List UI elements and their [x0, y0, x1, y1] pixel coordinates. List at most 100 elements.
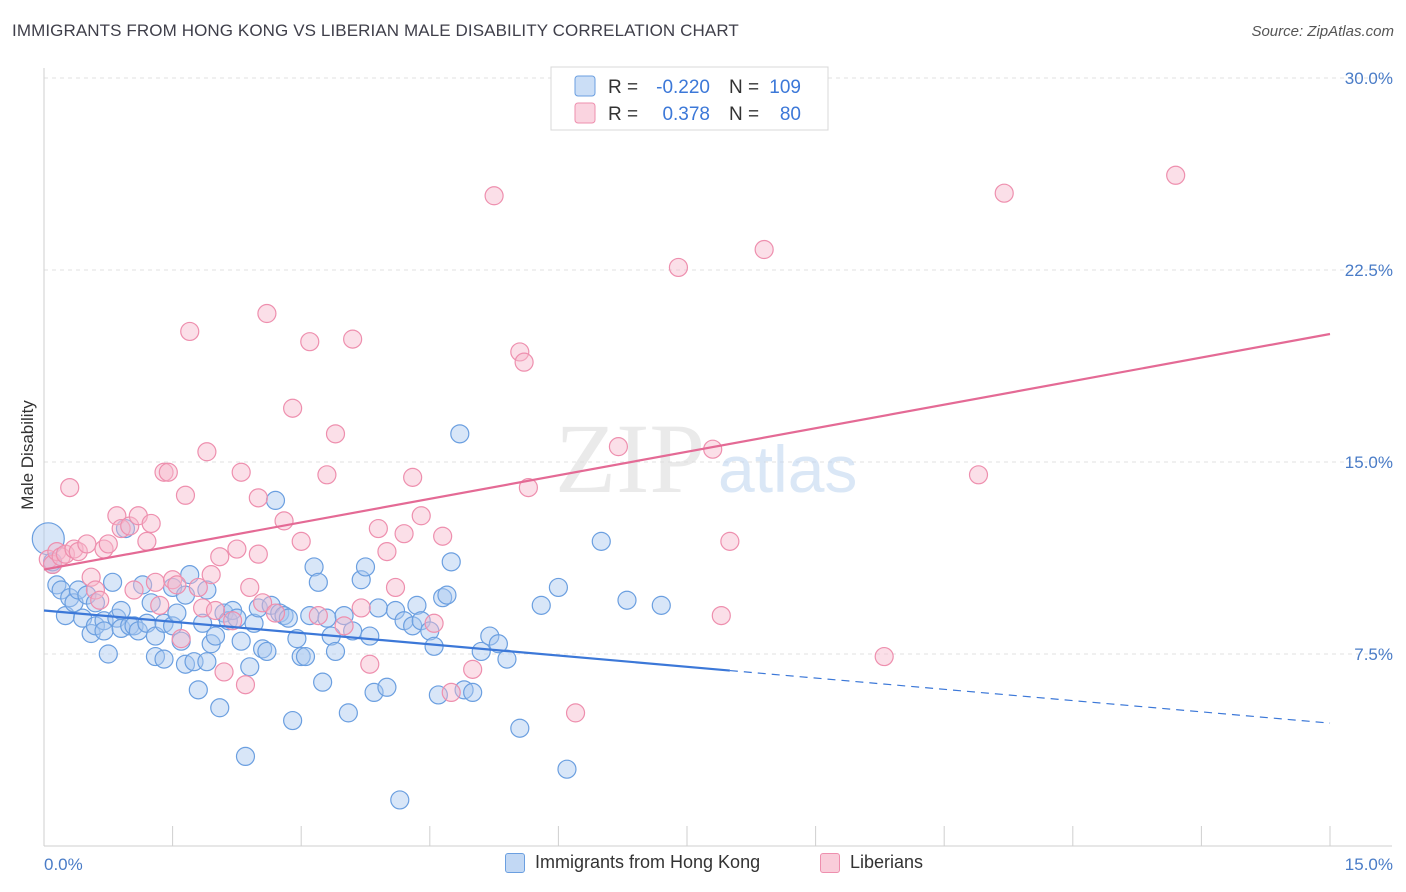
hong-kong-point-94: [450, 424, 470, 444]
hong-kong-point-62: [283, 710, 303, 731]
liberians-point-8: [77, 534, 97, 554]
liberians-point-72: [565, 703, 586, 723]
liberians-point-68: [484, 186, 504, 206]
hong-kong-point-61: [278, 608, 298, 628]
hong-kong-point-67: [304, 557, 324, 577]
hong-kong-point-45: [210, 698, 230, 718]
liberians-point-37: [223, 611, 243, 631]
liberians-point-17: [124, 580, 144, 600]
liberians-point-54: [334, 616, 354, 636]
y-tick-label-1: 15.0%: [1345, 453, 1393, 472]
hong-kong-point-51: [235, 746, 256, 767]
liberians-point-33: [201, 565, 221, 585]
gridlines: [44, 77, 1392, 655]
legend-box: R = -0.220 N = 109 R = 0.378 N = 80: [550, 66, 829, 131]
liberians-point-62: [403, 467, 423, 487]
hong-kong-point-78: [360, 626, 380, 646]
legend-n-value-1: 109: [769, 77, 801, 98]
liberians-point-13: [98, 534, 118, 554]
liberians-point-55: [343, 329, 363, 349]
trend-line-hong-kong: [43, 609, 730, 672]
legend-r-label-2: R =: [608, 104, 638, 125]
bottom-legend-item-liberians: Liberians: [820, 852, 923, 873]
liberians-point-19: [137, 531, 157, 551]
hong-kong-point-77: [355, 557, 376, 577]
hong-kong-point-105: [591, 531, 611, 551]
legend-swatch-blue: [574, 75, 596, 97]
liberians-point-79: [874, 646, 894, 667]
hong-kong-point-76: [351, 570, 371, 590]
hong-kong-point-80: [368, 598, 388, 618]
liberians-point-11: [90, 590, 110, 610]
watermark: ZIP atlas: [555, 403, 857, 514]
hong-kong-point-64: [291, 646, 311, 667]
legend-r-label-1: R =: [608, 77, 638, 98]
liberians-point-77: [720, 531, 740, 551]
hong-kong-point-19: [111, 600, 131, 621]
liberians-point-82: [1166, 165, 1186, 185]
liberians-point-67: [463, 659, 483, 679]
liberians-point-69: [510, 342, 530, 362]
liberians-point-81: [994, 183, 1014, 203]
hong-kong-point-72: [325, 641, 346, 662]
liberians-point-42: [248, 488, 268, 508]
series-liberians-points: [38, 165, 1186, 723]
liberians-point-53: [325, 424, 346, 444]
bottom-legend-label-liberians: Liberians: [850, 852, 924, 872]
liberians-point-39: [231, 462, 251, 482]
hong-kong-point-16: [102, 572, 123, 592]
liberians-point-56: [351, 598, 371, 618]
liberians-point-44: [253, 593, 273, 613]
hong-kong-point-41: [197, 652, 217, 672]
liberians-point-30: [188, 577, 208, 598]
liberians-point-49: [291, 531, 311, 551]
liberians-point-59: [377, 541, 397, 562]
liberians-point-74: [668, 257, 689, 278]
liberians-point-64: [424, 613, 444, 633]
bottom-legend-swatch-blue: [505, 852, 525, 873]
liberians-point-66: [441, 682, 461, 703]
hong-kong-point-56: [257, 641, 277, 662]
trend-lines: [43, 332, 1331, 724]
hong-kong-point-97: [471, 641, 491, 662]
liberians-point-35: [210, 547, 230, 567]
liberians-point-51: [308, 605, 328, 626]
hong-kong-point-83: [390, 790, 410, 810]
liberians-point-24: [158, 462, 178, 482]
axes: [43, 68, 1392, 847]
hong-kong-point-81: [377, 677, 397, 697]
hong-kong-point-30: [154, 649, 174, 669]
chart-title: IMMIGRANTS FROM HONG KONG VS LIBERIAN MA…: [12, 21, 739, 40]
liberians-point-70: [514, 352, 534, 372]
liberians-point-41: [240, 577, 260, 598]
bottom-legend-swatch-pink: [820, 852, 840, 873]
liberians-point-36: [214, 662, 234, 682]
hong-kong-point-89: [424, 636, 444, 656]
hong-kong-point-69: [313, 672, 333, 692]
liberians-point-76: [711, 605, 731, 626]
hong-kong-point-50: [231, 631, 251, 651]
liberians-point-50: [300, 332, 320, 352]
legend-r-value-1: -0.220: [656, 77, 710, 98]
liberians-point-32: [197, 442, 217, 462]
liberians-point-40: [235, 675, 256, 695]
hong-kong-point-93: [441, 552, 461, 572]
hong-kong-point-52: [240, 657, 260, 677]
liberians-point-60: [385, 577, 406, 598]
liberians-point-78: [754, 239, 774, 260]
tick-labels: 7.5% 15.0% 22.5% 30.0% 0.0% 15.0%: [44, 69, 1393, 874]
hong-kong-point-107: [651, 595, 671, 615]
legend-n-label-2: N =: [729, 104, 759, 125]
liberians-point-20: [141, 513, 161, 534]
liberians-point-34: [205, 600, 226, 621]
x-tick-label-1: 15.0%: [1345, 855, 1393, 874]
hong-kong-point-33: [167, 603, 187, 623]
hong-kong-point-79: [364, 682, 384, 703]
x-tick-label-0: 0.0%: [44, 855, 83, 874]
hong-kong-point-100: [497, 649, 517, 669]
trend-line-liberians: [43, 332, 1331, 571]
hong-kong-point-103: [548, 577, 569, 598]
hong-kong-point-101: [510, 718, 530, 738]
watermark-atlas: atlas: [718, 432, 857, 506]
liberians-point-80: [968, 465, 989, 485]
